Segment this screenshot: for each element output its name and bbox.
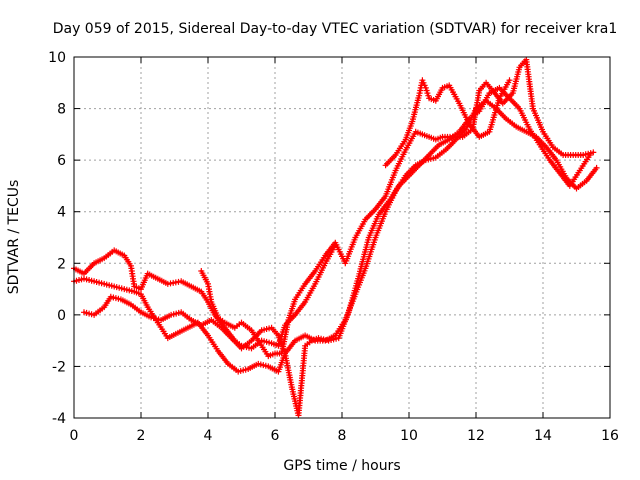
y-axis-label: SDTVAR / TECUs — [6, 180, 22, 295]
sample-marker — [425, 92, 432, 99]
x-tick-label: 12 — [467, 428, 485, 444]
x-axis-label: GPS time / hours — [283, 458, 400, 474]
y-tick-label: 6 — [57, 153, 66, 169]
y-tick-label: 10 — [48, 50, 66, 66]
data-point-marker — [506, 77, 513, 84]
x-tick-label: 4 — [204, 428, 213, 444]
data-point-marker — [590, 149, 597, 156]
data-point-marker — [593, 164, 600, 171]
x-tick-label: 16 — [601, 428, 619, 444]
x-tick-label: 2 — [137, 428, 146, 444]
data-point-marker — [419, 77, 426, 84]
x-tick-label: 0 — [70, 428, 79, 444]
series-layer — [71, 56, 600, 419]
series-track-e — [382, 77, 513, 169]
y-tick-label: 4 — [57, 205, 66, 221]
y-tick-label: 2 — [57, 256, 66, 272]
x-tick-label: 10 — [400, 428, 418, 444]
chart-title: Day 059 of 2015, Sidereal Day-to-day VTE… — [53, 21, 618, 37]
y-tick-label: 0 — [57, 308, 66, 324]
x-tick-label: 14 — [534, 428, 552, 444]
x-tick-label: 6 — [271, 428, 280, 444]
series-track-d — [198, 56, 597, 360]
tick-layer: 0 2 4 6 8 10 12 14 16 -4 -2 0 2 4 6 8 10 — [48, 50, 619, 444]
x-tick-label: 8 — [338, 428, 347, 444]
y-tick-label: -4 — [52, 411, 66, 427]
y-tick-label: -2 — [52, 359, 66, 375]
sample-marker — [118, 285, 125, 292]
plot-frame — [73, 56, 611, 419]
y-tick-label: 8 — [57, 102, 66, 118]
